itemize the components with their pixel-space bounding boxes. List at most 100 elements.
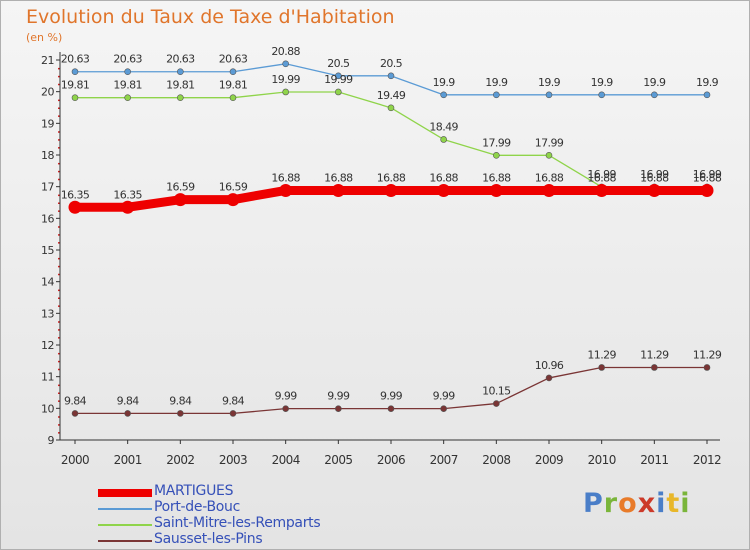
x-tick-label: 2001 bbox=[114, 453, 142, 467]
x-tick-label: 2004 bbox=[272, 453, 300, 467]
legend-swatch bbox=[98, 508, 152, 510]
data-point bbox=[282, 405, 289, 412]
data-label: 20.88 bbox=[271, 45, 300, 58]
data-point bbox=[384, 183, 398, 197]
data-point bbox=[545, 152, 553, 159]
data-point bbox=[387, 72, 395, 80]
data-label: 16.59 bbox=[166, 181, 195, 194]
data-label: 19.9 bbox=[433, 76, 456, 89]
x-tick-label: 2006 bbox=[377, 453, 405, 467]
y-minor-tick bbox=[58, 384, 60, 387]
data-point bbox=[226, 193, 240, 207]
y-tick-label: 16 bbox=[41, 212, 54, 225]
data-label: 16.99 bbox=[640, 168, 669, 181]
x-tick-label: 2008 bbox=[482, 453, 510, 467]
logo-letter: i bbox=[680, 488, 691, 519]
y-minor-tick bbox=[58, 289, 60, 292]
data-point bbox=[335, 405, 342, 412]
y-minor-tick bbox=[58, 202, 60, 204]
y-tick-label: 18 bbox=[41, 149, 54, 162]
y-minor-tick bbox=[58, 424, 60, 426]
data-label: 16.88 bbox=[640, 171, 669, 184]
y-minor-tick bbox=[58, 329, 60, 331]
y-tick-label: 20 bbox=[41, 86, 54, 99]
data-point bbox=[124, 94, 131, 101]
y-minor-tick bbox=[58, 416, 60, 418]
legend-swatch bbox=[98, 489, 152, 497]
y-minor-tick bbox=[58, 242, 60, 244]
data-label: 16.88 bbox=[324, 171, 353, 184]
data-label: 19.9 bbox=[643, 76, 666, 89]
data-label: 10.15 bbox=[482, 385, 511, 398]
data-point bbox=[647, 183, 661, 197]
data-point bbox=[173, 193, 187, 207]
legend-label: Port-de-Bouc bbox=[154, 499, 240, 515]
data-label: 16.35 bbox=[113, 188, 142, 201]
y-minor-tick bbox=[58, 147, 60, 149]
data-point bbox=[595, 183, 609, 197]
y-minor-tick bbox=[58, 67, 60, 70]
data-label: 18.49 bbox=[429, 120, 458, 133]
y-minor-tick bbox=[58, 305, 60, 307]
data-label: 9.99 bbox=[275, 390, 298, 403]
data-point bbox=[489, 183, 503, 197]
x-tick-label: 2003 bbox=[219, 453, 247, 467]
logo-letter: t bbox=[666, 488, 681, 519]
logo-letter: P bbox=[583, 488, 604, 519]
y-tick-label: 10 bbox=[41, 402, 54, 415]
data-label: 9.84 bbox=[117, 394, 140, 407]
data-label: 11.29 bbox=[640, 348, 669, 361]
data-point bbox=[335, 72, 342, 80]
logo-letter: o bbox=[618, 488, 638, 519]
y-minor-tick bbox=[58, 234, 60, 236]
data-label: 9.84 bbox=[169, 394, 192, 407]
y-minor-tick bbox=[58, 273, 60, 276]
x-tick-label: 2005 bbox=[324, 453, 352, 467]
data-point bbox=[545, 91, 553, 99]
data-label: 20.5 bbox=[380, 57, 403, 70]
data-point bbox=[598, 364, 605, 371]
data-point bbox=[542, 183, 556, 197]
y-minor-tick bbox=[58, 194, 60, 197]
proxiti-logo: Proxiti bbox=[583, 488, 691, 519]
data-label: 19.9 bbox=[696, 76, 719, 89]
data-label: 16.88 bbox=[271, 171, 300, 184]
data-label: 16.99 bbox=[693, 168, 722, 181]
data-label: 9.84 bbox=[222, 394, 245, 407]
legend-label: Saint-Mitre-les-Remparts bbox=[154, 515, 321, 531]
data-point bbox=[493, 400, 500, 407]
y-minor-tick bbox=[58, 75, 60, 78]
data-label: 9.84 bbox=[64, 394, 87, 407]
x-tick-label: 2011 bbox=[640, 453, 668, 467]
data-point bbox=[598, 91, 605, 99]
data-point bbox=[440, 91, 447, 99]
data-label: 16.88 bbox=[693, 171, 722, 184]
data-label: 16.99 bbox=[587, 168, 616, 181]
logo-letter: x bbox=[637, 488, 657, 519]
y-minor-tick bbox=[58, 226, 60, 228]
logo-letter: r bbox=[603, 488, 619, 519]
data-point bbox=[440, 136, 447, 143]
legend-label: Sausset-les-Pins bbox=[154, 531, 263, 547]
x-tick-label: 2009 bbox=[535, 453, 563, 467]
data-point bbox=[387, 405, 395, 412]
data-label: 19.81 bbox=[166, 79, 195, 92]
data-label: 16.88 bbox=[587, 171, 616, 184]
data-point bbox=[545, 374, 553, 382]
data-point bbox=[71, 68, 79, 76]
x-tick-label: 2007 bbox=[430, 453, 458, 467]
data-point bbox=[279, 183, 293, 197]
y-minor-tick bbox=[58, 432, 60, 434]
y-minor-tick bbox=[58, 170, 60, 173]
y-minor-tick bbox=[58, 265, 60, 268]
y-minor-tick bbox=[58, 115, 60, 117]
y-minor-tick bbox=[58, 297, 60, 299]
y-tick-label: 17 bbox=[41, 181, 54, 194]
data-label: 19.49 bbox=[377, 89, 406, 102]
chart-title: Evolution du Taux de Taxe d'Habitation bbox=[26, 6, 395, 28]
y-tick-label: 19 bbox=[41, 117, 54, 130]
data-label: 20.63 bbox=[219, 53, 248, 66]
y-tick-label: 11 bbox=[41, 371, 54, 384]
